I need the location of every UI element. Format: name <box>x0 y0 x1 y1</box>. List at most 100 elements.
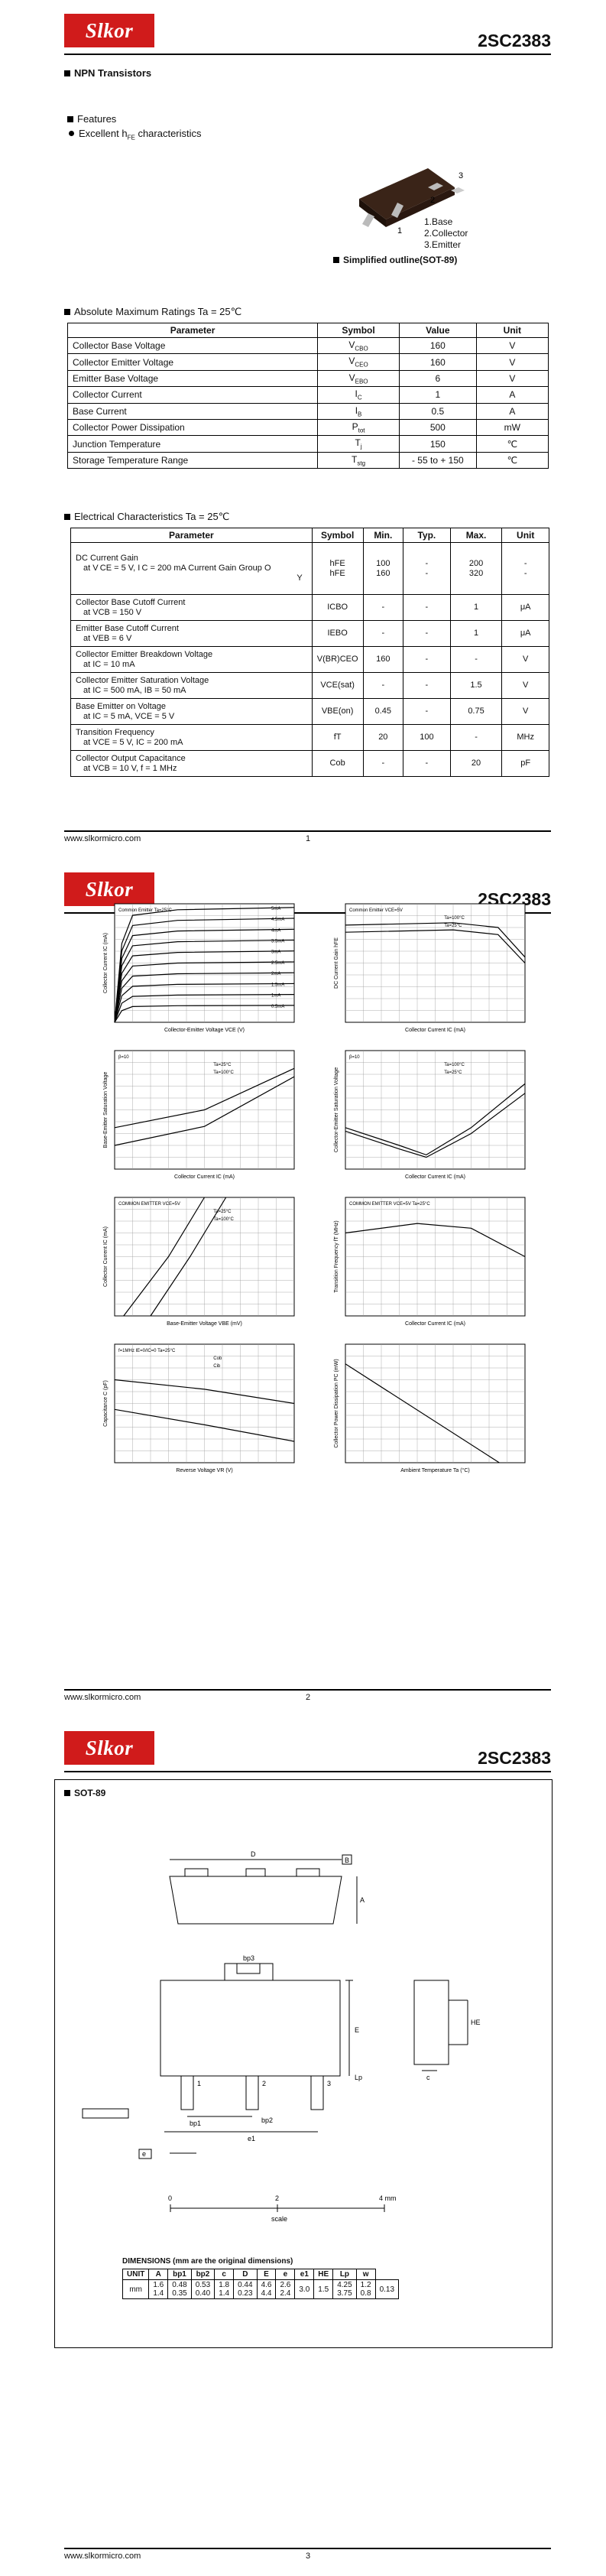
param-condition: at VCE = 5 V, IC = 200 mA <box>83 737 183 747</box>
cell-line: 2.6 <box>280 2281 291 2289</box>
curve-label: 2mA <box>271 972 280 976</box>
symbol-subscript: C <box>357 394 362 401</box>
series-label: Cob <box>213 1356 222 1361</box>
chart-annotation: β=10 <box>349 1055 360 1060</box>
elec-body: DC Current Gain at V CE = 5 V, I C = 200 … <box>70 542 549 777</box>
x-axis-label: Collector-Emitter Voltage VCE (V) <box>164 1028 245 1033</box>
curve-label: 1mA <box>271 994 280 999</box>
table-row: Collector Base Cutoff Current at VCB = 15… <box>70 594 549 621</box>
footer-url[interactable]: www.slkormicro.com <box>64 1693 141 1702</box>
cell-line: 0.48 <box>172 2281 187 2289</box>
table-row: mm 1.6 1.4 0.48 0.35 0.53 0.40 1.8 1.4 0.44 0.23 4.… <box>122 2279 400 2299</box>
col-header: Unit <box>501 528 549 543</box>
cell-line: - <box>381 603 385 612</box>
curve-label: 1.5mA <box>271 983 284 987</box>
y-axis-label: Base-Emitter Saturation Voltage <box>103 1072 109 1148</box>
vbe-curve-25 <box>114 1067 295 1129</box>
dim-cell: 4.6 4.4 <box>256 2279 277 2299</box>
unit-cell: μA <box>501 620 549 647</box>
dim-cell: 2.6 2.4 <box>275 2279 296 2299</box>
table-row: Base Current IB 0.5 A <box>66 402 549 420</box>
col-header: Max. <box>449 528 503 543</box>
param-condition: at V CE = 5 V, I C = 200 mA Current Gain… <box>83 564 271 573</box>
cell-line: 0.13 <box>379 2285 395 2294</box>
typ-cell: -- <box>403 542 451 595</box>
param-condition: at IC = 500 mA, IB = 50 mA <box>83 685 186 695</box>
scale-label: scale <box>271 2215 287 2223</box>
series-label: Ta=25°C <box>213 1063 232 1067</box>
ic-curve <box>114 961 295 1023</box>
ic-curve <box>114 950 295 1023</box>
param-condition: Y <box>297 573 303 583</box>
feature-item: Excellent hFE characteristics <box>69 128 202 141</box>
header-rule <box>64 912 551 914</box>
table-row: Collector Power Dissipation Ptot 500 mW <box>66 418 549 437</box>
dim-cell: 1.8 1.4 <box>214 2279 235 2299</box>
col-header: c <box>214 2269 235 2280</box>
col-header: bp2 <box>190 2269 216 2280</box>
param-cell: Collector Current <box>66 386 319 404</box>
bullet-square-icon <box>64 70 70 76</box>
x-axis-label: Collector Current IC (mA) <box>405 1321 465 1327</box>
param-cell: DC Current Gain at V CE = 5 V, I C = 200 … <box>70 542 313 595</box>
param-cell: Collector Emitter Breakdown Voltage at IC… <box>70 646 313 673</box>
hfe-curve-25 <box>345 929 526 963</box>
bullet-square-icon <box>67 116 73 122</box>
dim-label-E: E <box>355 2026 359 2034</box>
cell-line: - <box>425 558 429 568</box>
pin-label-base: 1.Base <box>424 216 453 227</box>
device-type-line: NPN Transistors <box>64 67 151 79</box>
unit-cell: V <box>475 336 549 355</box>
cell-line: 100 <box>420 733 434 742</box>
col-header: e <box>275 2269 296 2280</box>
cell-line: MHz <box>517 733 534 742</box>
col-header: Parameter <box>70 528 313 543</box>
chart-annotation: COMMON EMITTER VCE=5V <box>118 1202 180 1207</box>
ic-curve <box>114 918 295 1023</box>
bullet-square-icon <box>64 1790 70 1796</box>
cell-line: mm <box>129 2285 142 2294</box>
dim-label-A: A <box>360 1896 365 1904</box>
y-axis-label: Collector-Emitter Saturation Voltage <box>334 1067 339 1152</box>
pin-number-3: 3 <box>459 171 463 180</box>
ic-curve <box>114 983 295 1023</box>
dimensions-body: mm 1.6 1.4 0.48 0.35 0.53 0.40 1.8 1.4 0.44 0.23 4.… <box>122 2279 400 2299</box>
typ-cell: - <box>403 620 451 647</box>
brand-logo: Slkor <box>64 872 154 906</box>
cell-line: pF <box>520 759 531 768</box>
param-condition: at VCB = 150 V <box>83 607 142 617</box>
table-row: Emitter Base Cutoff Current at VEB = 6 V I… <box>70 620 549 647</box>
symbol-cell: VCBO <box>317 336 400 355</box>
ft-curve <box>345 1223 526 1258</box>
curve-label: 3.5mA <box>271 939 284 944</box>
col-header: Lp <box>332 2269 357 2280</box>
chart-svg: Ambient Temperature Ta (°C) Collector Pow… <box>334 1343 526 1473</box>
param-cell: Collector Power Dissipation <box>66 418 319 437</box>
col-header: A <box>148 2269 169 2280</box>
cell-line: 0.45 <box>374 707 392 716</box>
typ-cell: 100 <box>403 724 451 751</box>
min-cell: - <box>362 594 404 621</box>
pc-derating-line <box>345 1363 500 1463</box>
symbol-cell: VEBO <box>317 369 400 388</box>
y-axis-label: Transition Frequency fT (MHz) <box>334 1220 339 1293</box>
brand-logo: Slkor <box>64 14 154 47</box>
page-number: 3 <box>306 2552 311 2561</box>
x-axis-label: Collector Current IC (mA) <box>174 1174 235 1180</box>
footer-url[interactable]: www.slkormicro.com <box>64 834 141 843</box>
col-header: bp1 <box>167 2269 192 2280</box>
param-cell: Collector Base Voltage <box>66 336 319 355</box>
param-cell: Storage Temperature Range <box>66 451 319 469</box>
typ-cell: - <box>403 750 451 777</box>
symbol-subscript: tot <box>358 427 365 434</box>
pin-list: 1.Base 2.Collector 3.Emitter <box>424 216 468 251</box>
y-axis-label: Collector Current IC (mA) <box>103 933 109 993</box>
typ-cell: - <box>403 672 451 699</box>
cell-line: 0.44 <box>238 2281 253 2289</box>
dim-label-D: D <box>251 1850 256 1858</box>
scale-tick-2: 2 <box>275 2194 279 2202</box>
footer-url[interactable]: www.slkormicro.com <box>64 2552 141 2561</box>
cell-line: V <box>523 655 529 664</box>
col-header: e1 <box>294 2269 315 2280</box>
x-axis-label: Reverse Voltage VR (V) <box>176 1468 232 1473</box>
